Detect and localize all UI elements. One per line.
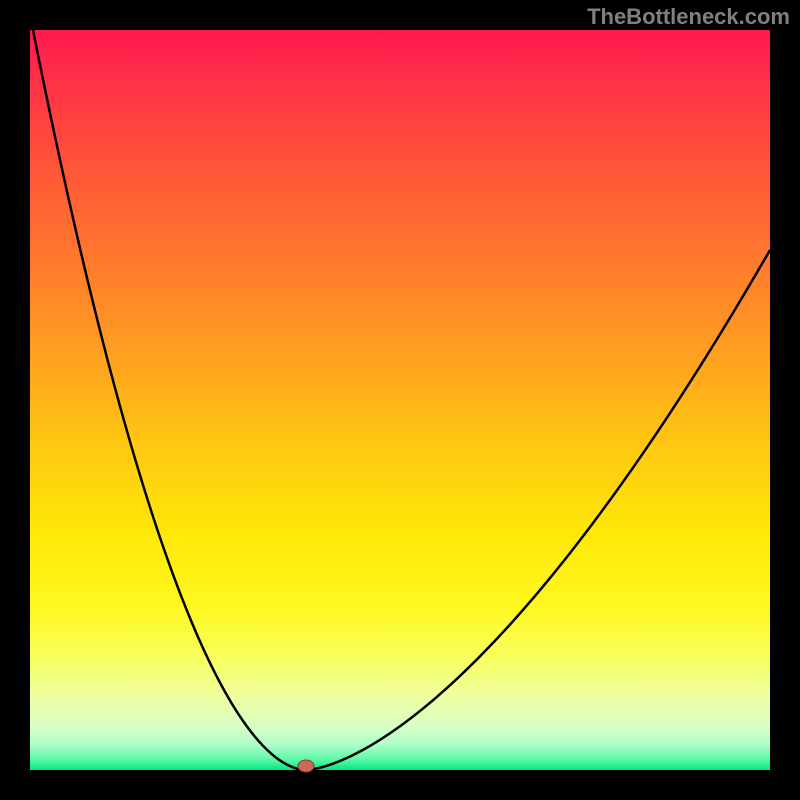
watermark-text: TheBottleneck.com [587, 4, 790, 30]
optimum-marker [298, 760, 314, 772]
bottleneck-chart [0, 0, 800, 800]
chart-canvas: TheBottleneck.com [0, 0, 800, 800]
